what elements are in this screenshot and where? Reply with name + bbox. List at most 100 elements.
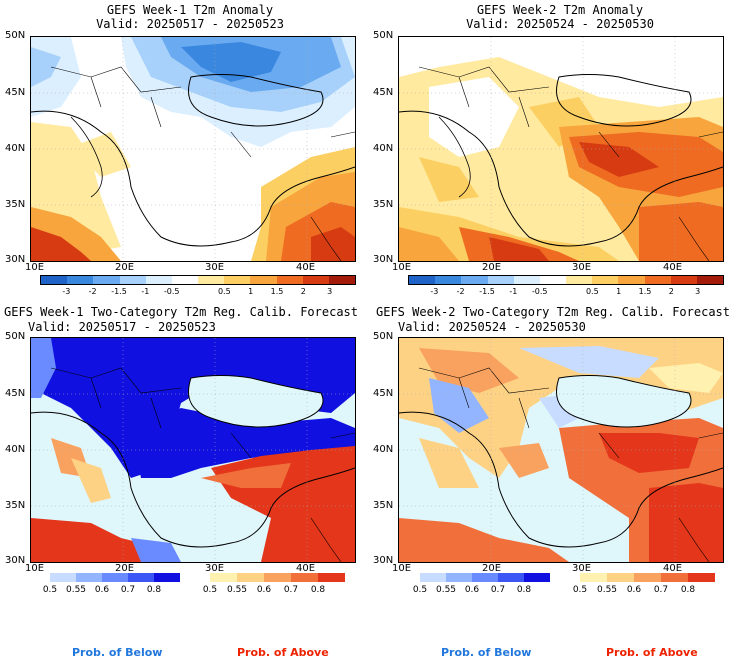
above-swatch-1 xyxy=(237,573,264,582)
anomaly-swatch-6 xyxy=(566,276,593,284)
anomaly-tick-label: 0.5 xyxy=(217,287,231,296)
lat-label-35n: 35N xyxy=(5,199,26,210)
lat-label-30n: 30N xyxy=(373,254,394,265)
lon-label-40e: 40E xyxy=(663,563,683,574)
panel-title: GEFS Week-1 Two-Category T2m Reg. Calib.… xyxy=(4,305,359,319)
lat-label-50n: 50N xyxy=(5,331,26,342)
lat-label-35n: 35N xyxy=(373,500,394,511)
prob-tick-label: 0.5 xyxy=(202,585,218,595)
lon-label-20e: 20E xyxy=(115,563,135,574)
anomaly-swatch-0 xyxy=(41,276,68,284)
prob-above-colorbar xyxy=(580,573,715,582)
anomaly-tick-label: -3 xyxy=(430,287,439,296)
prob-tick-label: 0.55 xyxy=(596,585,618,595)
anomaly-swatch-7 xyxy=(592,276,619,284)
below-swatch-1 xyxy=(76,573,102,582)
anomaly-swatch-0 xyxy=(409,276,436,284)
anomaly-tick-label: 3 xyxy=(695,287,701,296)
above-swatch-4 xyxy=(688,573,715,582)
anomaly-swatch-3 xyxy=(487,276,514,284)
anomaly-swatch-9 xyxy=(276,276,303,284)
footer-prob-below-label: Prob. of Below xyxy=(72,646,163,659)
anomaly-swatch-5 xyxy=(539,276,567,284)
probability-field xyxy=(399,338,723,562)
below-swatch-0 xyxy=(50,573,76,582)
anomaly-swatch-1 xyxy=(67,276,94,284)
anomaly-swatch-8 xyxy=(250,276,277,284)
panel-title: GEFS Week-1 T2m Anomaly xyxy=(106,3,274,17)
anomaly-tick-label: 3 xyxy=(327,287,333,296)
lon-label-40e: 40E xyxy=(296,563,316,574)
probability-map xyxy=(398,337,724,563)
prob-tick-label: 0.6 xyxy=(464,585,480,595)
prob-tick-label: 0.8 xyxy=(146,585,162,595)
probability-map xyxy=(30,337,356,563)
anomaly-tick-label: 1 xyxy=(616,287,622,296)
prob-tick-label: 0.8 xyxy=(516,585,532,595)
lat-label-50n: 50N xyxy=(5,30,26,41)
lon-label-40e: 40E xyxy=(663,262,683,273)
below-swatch-3 xyxy=(498,573,524,582)
anomaly-tick-label: -0.5 xyxy=(163,287,180,296)
anomaly-tick-label: -1 xyxy=(509,287,518,296)
above-swatch-2 xyxy=(634,573,661,582)
lat-label-50n: 50N xyxy=(373,30,394,41)
anomaly-tick-label: 1.5 xyxy=(638,287,652,296)
below-swatch-2 xyxy=(472,573,498,582)
anomaly-swatch-2 xyxy=(461,276,488,284)
anomaly-swatch-2 xyxy=(93,276,120,284)
below-swatch-4 xyxy=(154,573,180,582)
footer-prob-above-label: Prob. of Above xyxy=(606,646,698,659)
prob-tick-label: 0.7 xyxy=(120,585,136,595)
below-swatch-0 xyxy=(420,573,446,582)
anomaly-swatch-3 xyxy=(119,276,146,284)
prob-below-colorbar xyxy=(50,573,180,582)
lat-label-40n: 40N xyxy=(5,143,26,154)
prob-tick-label: 0.7 xyxy=(653,585,669,595)
lat-label-40n: 40N xyxy=(5,444,26,455)
anomaly-tick-label: -1.5 xyxy=(111,287,127,296)
prob-tick-label: 0.7 xyxy=(490,585,506,595)
anomaly-swatch-4 xyxy=(513,276,540,284)
above-swatch-4 xyxy=(318,573,345,582)
anomaly-colorbar xyxy=(408,275,724,285)
below-swatch-2 xyxy=(102,573,128,582)
lon-label-40e: 40E xyxy=(296,262,316,273)
anomaly-swatch-9 xyxy=(644,276,671,284)
prob-tick-label: 0.5 xyxy=(42,585,58,595)
anomaly-tick-label: 1.5 xyxy=(270,287,284,296)
prob-tick-label: 0.55 xyxy=(65,585,87,595)
lat-label-50n: 50N xyxy=(373,331,394,342)
above-swatch-3 xyxy=(291,573,318,582)
lon-label-10e: 10E xyxy=(25,262,45,273)
prob-tick-label: 0.6 xyxy=(94,585,110,595)
prob-tick-label: 0.5 xyxy=(572,585,588,595)
lat-label-35n: 35N xyxy=(5,500,26,511)
panel-subtitle: Valid: 20250524 - 20250530 xyxy=(466,17,654,31)
anomaly-swatch-11 xyxy=(328,276,356,284)
anomaly-tick-label: 0.5 xyxy=(585,287,599,296)
lat-label-40n: 40N xyxy=(373,444,394,455)
lon-label-10e: 10E xyxy=(392,262,412,273)
prob-tick-label: 0.6 xyxy=(626,585,642,595)
anomaly-tick-label: -2 xyxy=(88,287,97,296)
prob-tick-label: 0.5 xyxy=(412,585,428,595)
lat-label-30n: 30N xyxy=(373,555,394,566)
anomaly-swatch-1 xyxy=(435,276,462,284)
prob-tick-label: 0.7 xyxy=(283,585,299,595)
footer-prob-below-label: Prob. of Below xyxy=(441,646,532,659)
lon-label-10e: 10E xyxy=(25,563,45,574)
footer-prob-above-label: Prob. of Above xyxy=(237,646,329,659)
anomaly-swatch-4 xyxy=(145,276,172,284)
prob-tick-label: 0.6 xyxy=(256,585,272,595)
lon-label-20e: 20E xyxy=(482,563,502,574)
anomaly-tick-label: 2 xyxy=(300,287,306,296)
anomaly-swatch-5 xyxy=(171,276,199,284)
lat-label-35n: 35N xyxy=(373,199,394,210)
anomaly-tick-label: -2 xyxy=(456,287,465,296)
prob-below-colorbar xyxy=(420,573,550,582)
panel-title: GEFS Week-2 Two-Category T2m Reg. Calib.… xyxy=(376,305,731,319)
anomaly-map xyxy=(398,36,724,262)
above-swatch-0 xyxy=(580,573,607,582)
lat-label-45n: 45N xyxy=(373,388,394,399)
